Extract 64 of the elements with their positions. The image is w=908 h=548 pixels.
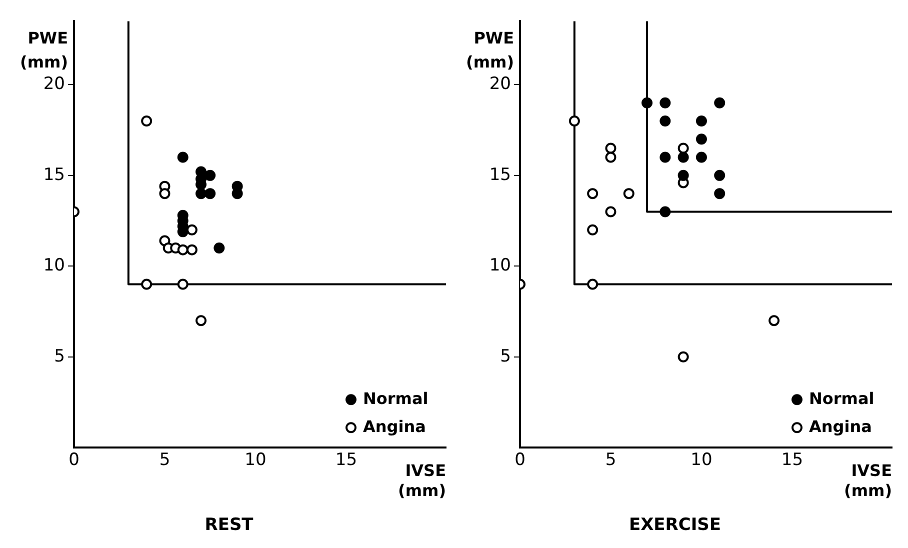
point (714, 97, 726, 108)
point (568, 115, 580, 126)
point (177, 152, 188, 163)
point (196, 315, 207, 326)
text: EXERCISE (628, 515, 722, 536)
point (587, 278, 598, 290)
point (696, 115, 707, 126)
x-axis-title: IVSE (mm) (844, 460, 892, 500)
x-axis-title: IVSE (mm) (398, 460, 446, 500)
point (196, 188, 207, 200)
point (214, 242, 225, 254)
point (678, 142, 689, 154)
y-tick-label: 20 (489, 74, 511, 94)
legend-label: Normal (809, 388, 874, 408)
point (141, 115, 152, 126)
point (177, 278, 188, 290)
point (714, 188, 726, 200)
point (232, 188, 243, 200)
point (660, 206, 671, 218)
x-tick-label: 5 (605, 450, 616, 470)
text: REST (204, 515, 254, 536)
x-tick-label: 15 (335, 450, 358, 470)
point (204, 188, 216, 200)
x-tick-label: 5 (159, 450, 170, 470)
y-tick-label: 15 (43, 164, 65, 185)
point (141, 278, 152, 290)
point (587, 188, 598, 200)
y-tick-label: 5 (500, 346, 511, 366)
point (605, 206, 616, 218)
y-tick-label: 10 (43, 256, 65, 276)
x-tick-label: 15 (781, 450, 804, 470)
y-tick-label: 10 (489, 256, 511, 276)
y-tick-label: 20 (43, 74, 65, 94)
y-tick-label: 15 (489, 164, 511, 185)
point (696, 152, 707, 163)
point (587, 224, 598, 236)
y-tick-label: 5 (54, 346, 65, 366)
point (159, 188, 170, 200)
point (768, 315, 780, 326)
point (660, 97, 671, 108)
point (678, 170, 689, 181)
point (605, 152, 616, 163)
point (660, 152, 671, 163)
y-axis-title: PWE (mm) (20, 28, 68, 72)
y-axis-title: PWE (mm) (466, 28, 514, 72)
point (660, 115, 671, 126)
point (642, 97, 653, 108)
x-tick-label: 0 (68, 450, 80, 470)
legend-label: Angina (363, 416, 426, 436)
point (186, 244, 198, 256)
point (605, 142, 616, 154)
x-tick-label: 0 (514, 450, 526, 470)
point (678, 152, 689, 163)
legend-label: Angina (809, 416, 872, 436)
legend-label: Normal (363, 388, 428, 408)
point (623, 188, 634, 200)
point (186, 224, 198, 236)
point (177, 244, 188, 256)
x-tick-label: 10 (690, 450, 712, 470)
point (696, 134, 707, 145)
point (678, 351, 689, 362)
point (204, 170, 216, 181)
x-tick-label: 10 (244, 450, 266, 470)
point (714, 170, 726, 181)
